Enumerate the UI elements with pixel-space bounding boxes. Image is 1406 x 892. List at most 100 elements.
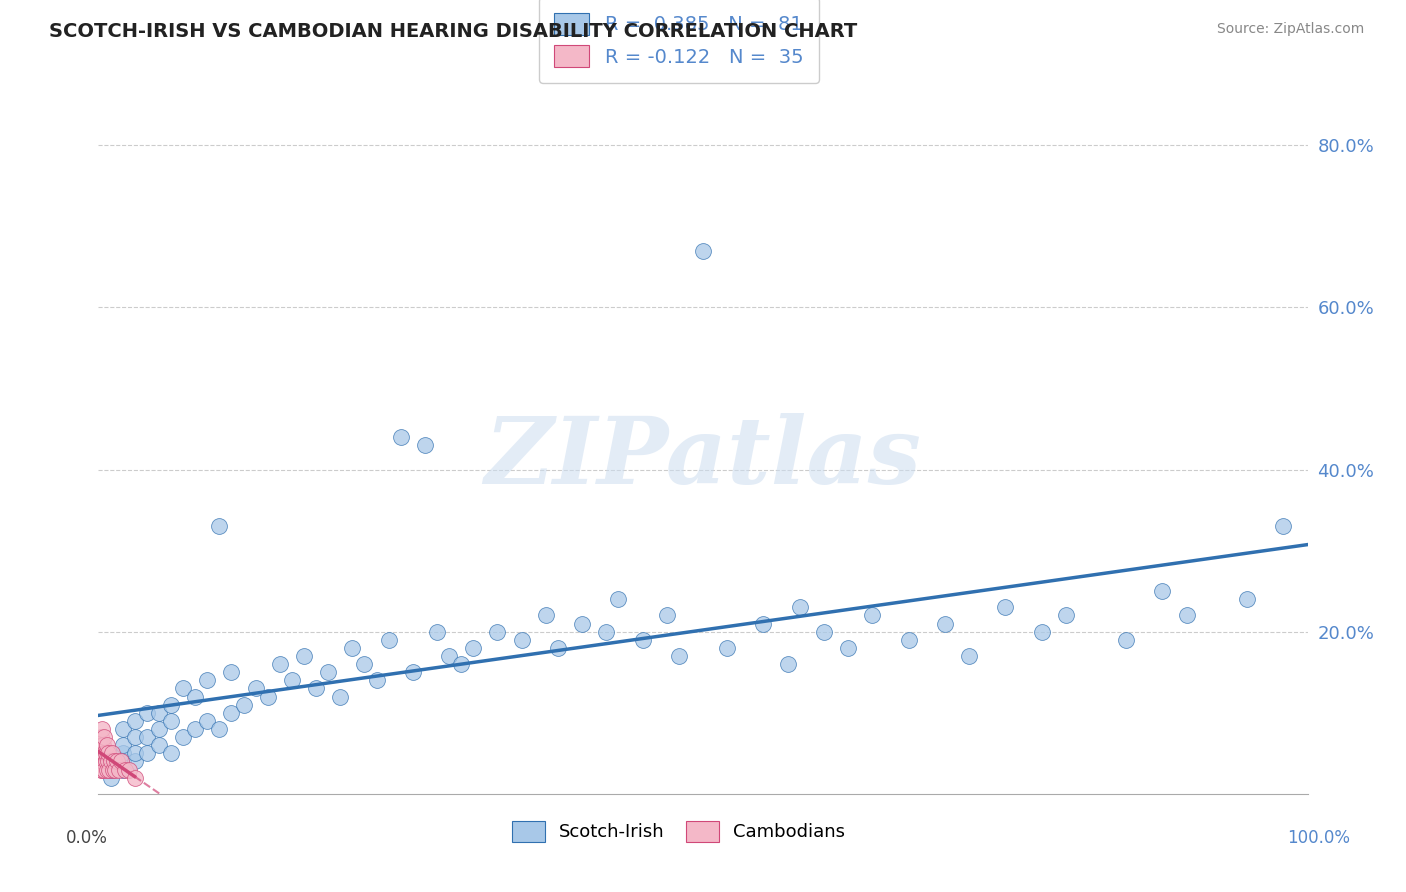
Point (172, 730, 194, 744)
Point (631, 632, 654, 647)
Point (813, 624, 835, 639)
Point (776, 657, 799, 672)
Point (93, 763, 115, 777)
Point (111, 763, 134, 777)
Point (208, 722, 231, 736)
Point (172, 681, 194, 696)
Point (110, 755, 132, 769)
Point (305, 681, 328, 696)
Point (94, 755, 117, 769)
Point (103, 755, 125, 769)
Point (692, 244, 714, 258)
Text: SCOTCH-IRISH VS CAMBODIAN HEARING DISABILITY CORRELATION CHART: SCOTCH-IRISH VS CAMBODIAN HEARING DISABI… (49, 22, 858, 41)
Text: 0.0%: 0.0% (66, 829, 108, 847)
Point (90, 730, 112, 744)
Point (534, 608, 557, 623)
Point (1115, 632, 1137, 647)
Point (89, 738, 111, 752)
Point (184, 690, 207, 704)
Point (93, 730, 115, 744)
Point (108, 763, 131, 777)
Point (135, 730, 157, 744)
Point (101, 763, 124, 777)
Point (1175, 608, 1198, 623)
Text: 100.0%: 100.0% (1288, 829, 1350, 847)
Point (91, 738, 114, 752)
Point (100, 755, 122, 769)
Point (353, 657, 375, 672)
Point (292, 648, 315, 663)
Point (160, 714, 183, 728)
Text: Source: ZipAtlas.com: Source: ZipAtlas.com (1216, 22, 1364, 37)
Point (148, 706, 170, 720)
Point (97, 747, 120, 761)
Point (111, 722, 134, 736)
Point (860, 608, 883, 623)
Point (463, 640, 485, 655)
Point (221, 706, 243, 720)
Point (90, 763, 112, 777)
Point (94, 747, 117, 761)
Point (91, 722, 114, 736)
Point (789, 600, 811, 615)
Point (124, 747, 146, 761)
Point (90, 747, 112, 761)
Point (994, 600, 1017, 615)
Point (89, 755, 111, 769)
Point (437, 648, 460, 663)
Point (100, 771, 122, 785)
Point (135, 706, 157, 720)
Point (195, 673, 218, 688)
Point (245, 681, 267, 696)
Point (389, 430, 412, 444)
Point (1152, 584, 1174, 599)
Point (100, 747, 122, 761)
Point (752, 616, 775, 631)
Point (1031, 624, 1053, 639)
Point (135, 747, 157, 761)
Point (934, 616, 956, 631)
Legend: Scotch-Irish, Cambodians: Scotch-Irish, Cambodians (505, 814, 852, 849)
Point (111, 738, 134, 752)
Point (96, 738, 118, 752)
Point (607, 592, 630, 607)
Point (124, 714, 146, 728)
Point (510, 632, 533, 647)
Point (111, 747, 134, 761)
Point (91, 763, 114, 777)
Point (91, 747, 114, 761)
Point (329, 690, 352, 704)
Point (402, 665, 425, 680)
Point (114, 763, 136, 777)
Point (232, 698, 254, 712)
Point (160, 698, 183, 712)
Point (124, 755, 146, 769)
Point (595, 624, 617, 639)
Point (195, 714, 218, 728)
Point (111, 755, 134, 769)
Point (105, 755, 128, 769)
Point (1236, 592, 1258, 607)
Point (184, 722, 207, 736)
Point (897, 632, 920, 647)
Point (91, 738, 114, 752)
Point (377, 632, 399, 647)
Point (837, 640, 859, 655)
Point (426, 624, 449, 639)
Point (98, 763, 121, 777)
Point (668, 648, 690, 663)
Point (208, 519, 231, 533)
Point (93, 747, 115, 761)
Point (100, 763, 122, 777)
Point (91, 755, 114, 769)
Point (124, 730, 146, 744)
Point (90, 755, 112, 769)
Point (96, 763, 118, 777)
Point (148, 722, 170, 736)
Point (100, 755, 122, 769)
Text: ZIPatlas: ZIPatlas (485, 414, 921, 503)
Point (1054, 608, 1077, 623)
Point (1272, 519, 1295, 533)
Point (486, 624, 509, 639)
Point (547, 640, 569, 655)
